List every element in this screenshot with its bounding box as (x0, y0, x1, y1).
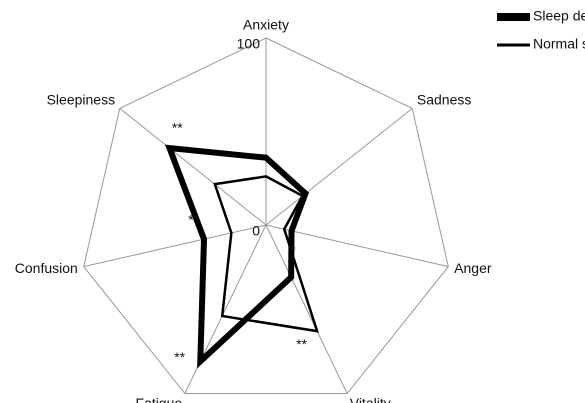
spoke (265, 224, 348, 394)
category-label: Vitality (350, 395, 391, 403)
spoke (119, 108, 267, 226)
series-line (213, 175, 319, 333)
category-label: Sadness (417, 92, 471, 108)
category-label: Sleepiness (47, 92, 116, 108)
annotation: * (290, 242, 296, 258)
category-label: Anxiety (243, 17, 289, 33)
category-label: Fatigue (136, 395, 183, 403)
category-label: Anger (454, 260, 492, 276)
annotation: ** (188, 212, 199, 228)
spoke (265, 224, 449, 268)
legend-label: Sleep deprivation (533, 8, 585, 24)
spoke (83, 224, 267, 268)
annotation: ** (172, 119, 183, 135)
category-label: Confusion (15, 260, 78, 276)
r-tick-label: 0 (252, 223, 260, 239)
spoke (265, 108, 413, 226)
annotation: ** (296, 336, 307, 352)
legend-label: Normal sleep (533, 36, 585, 52)
annotation: ** (174, 349, 185, 365)
grid-ring (83, 37, 449, 394)
r-tick-label: 100 (237, 36, 261, 52)
